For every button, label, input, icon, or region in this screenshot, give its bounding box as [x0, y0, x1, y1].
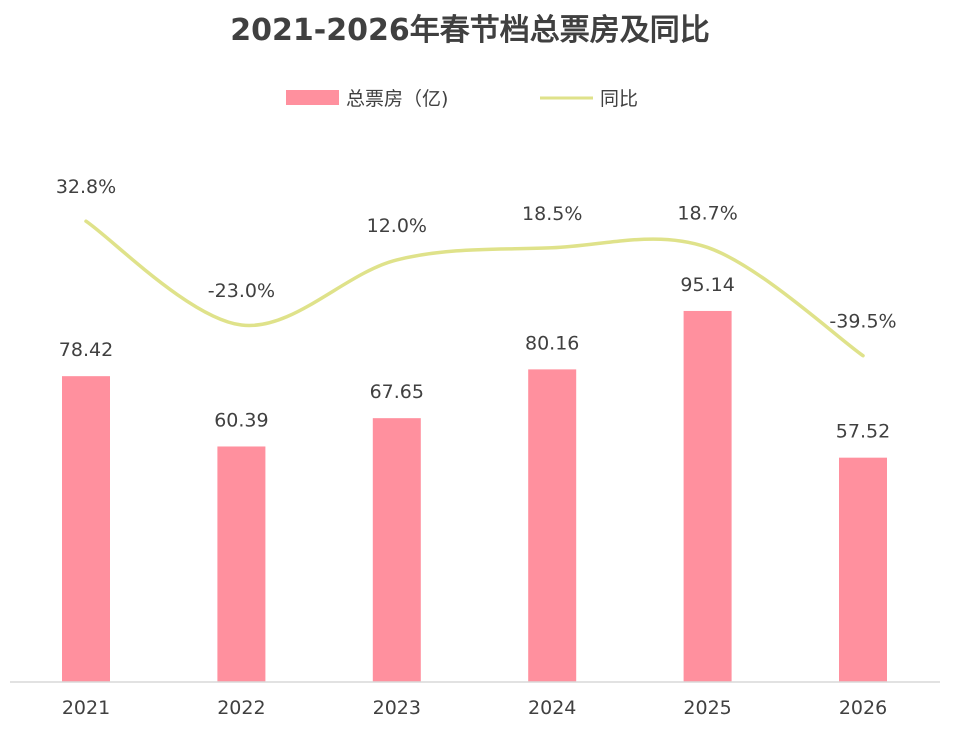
x-tick-2023: 2023	[373, 697, 421, 719]
x-tick-2026: 2026	[839, 697, 887, 719]
bar-2026	[839, 457, 887, 682]
bar-2021	[62, 376, 110, 682]
yoy-line	[84, 219, 865, 358]
yoy-label-2022: -23.0%	[208, 280, 275, 302]
bar-label-2021: 78.42	[59, 339, 113, 361]
yoy-label-2024: 18.5%	[522, 203, 582, 225]
bar-label-2026: 57.52	[836, 421, 890, 443]
legend-label-box-office: 总票房（亿)	[346, 88, 448, 110]
legend: 总票房（亿) 同比	[286, 88, 638, 110]
yoy-label-2026: -39.5%	[829, 311, 896, 333]
bar-data-labels: 78.42 60.39 67.65 80.16 95.14 57.52	[59, 274, 890, 443]
bar-2022	[217, 446, 266, 682]
x-axis-ticks: 2021 2022 2023 2024 2025 2026	[62, 697, 887, 719]
x-tick-2021: 2021	[62, 697, 110, 719]
bar-label-2022: 60.39	[214, 409, 268, 431]
bar-label-2023: 67.65	[370, 381, 424, 403]
line-series	[84, 219, 865, 358]
x-tick-2024: 2024	[528, 697, 576, 719]
yoy-label-2025: 18.7%	[677, 202, 737, 224]
bar-2023	[372, 418, 421, 682]
yoy-label-2023: 12.0%	[367, 215, 427, 237]
legend-label-yoy: 同比	[600, 88, 638, 110]
line-data-labels: 32.8% -23.0% 12.0% 18.5% 18.7% -39.5%	[56, 176, 897, 332]
legend-swatch-bar	[286, 90, 339, 105]
bar-2025	[683, 310, 732, 682]
yoy-label-2021: 32.8%	[56, 176, 116, 198]
x-tick-2022: 2022	[217, 697, 265, 719]
chart-title: 2021-2026年春节档总票房及同比	[230, 13, 709, 48]
bar-label-2024: 80.16	[525, 332, 579, 354]
bar-label-2025: 95.14	[680, 274, 734, 296]
bar-series	[62, 310, 887, 682]
x-tick-2025: 2025	[683, 697, 731, 719]
bar-2024	[528, 369, 577, 682]
